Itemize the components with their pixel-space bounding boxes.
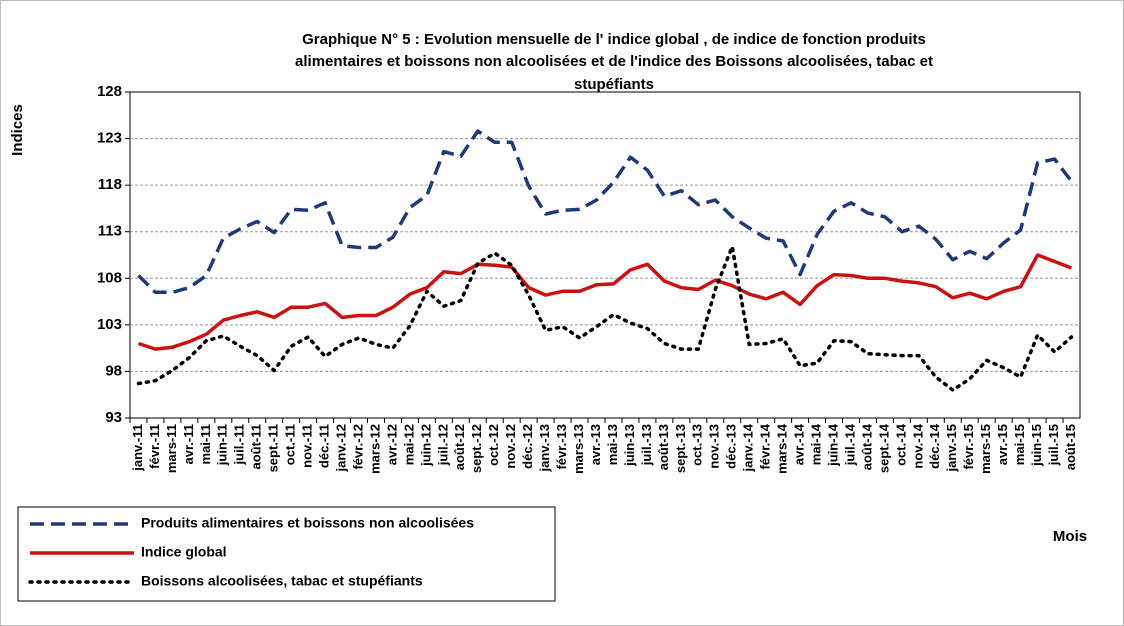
y-tick-label: 98 <box>105 362 122 379</box>
x-tick-label: déc.-12 <box>520 424 535 469</box>
x-tick-label: juin-13 <box>622 424 637 467</box>
x-tick-label: nov.-12 <box>503 424 518 469</box>
x-tick-label: mai-11 <box>198 424 213 464</box>
x-tick-label: juin-12 <box>418 424 433 467</box>
x-tick-label: sept.-13 <box>673 424 688 473</box>
x-tick-label: mai-12 <box>401 424 416 465</box>
x-tick-label: oct.-13 <box>690 424 705 466</box>
legend-label: Boissons alcoolisées, tabac et stupéfian… <box>141 573 423 589</box>
x-tick-label: sept.-11 <box>266 424 281 472</box>
x-tick-label: nov.-13 <box>707 424 722 469</box>
y-tick-label: 93 <box>105 409 122 426</box>
x-tick-label: août-12 <box>452 424 467 470</box>
y-axis-label: Indices <box>9 104 26 156</box>
legend-label: Produits alimentaires et boissons non al… <box>141 515 474 531</box>
chart-title: Graphique N° 5 : Evolution mensuelle de … <box>302 31 926 48</box>
y-tick-label: 113 <box>98 223 122 240</box>
x-tick-label: avr.-14 <box>792 423 807 465</box>
x-tick-label: juin-11 <box>215 424 230 466</box>
x-tick-label: janv.-12 <box>333 424 348 472</box>
x-tick-label: août-15 <box>1063 424 1078 470</box>
x-tick-label: oct.-11 <box>283 424 298 465</box>
x-tick-label: juin-14 <box>825 423 840 467</box>
x-tick-label: févr.-15 <box>961 424 976 470</box>
x-tick-label: mars-12 <box>367 424 382 474</box>
x-tick-label: mars-13 <box>571 424 586 474</box>
x-tick-label: févr.-11 <box>147 424 162 469</box>
x-tick-label: sept.-14 <box>876 423 891 473</box>
x-tick-label: août-11 <box>249 424 264 470</box>
x-tick-label: juil.-12 <box>435 424 450 466</box>
x-tick-label: juil.-15 <box>1046 424 1061 466</box>
x-tick-label: avr.-12 <box>384 424 399 465</box>
x-tick-label: nov.-14 <box>910 423 925 468</box>
series-line <box>137 129 1073 295</box>
x-tick-label: août-14 <box>859 423 874 470</box>
x-tick-label: mars-11 <box>164 424 179 473</box>
x-tick-label: mai-13 <box>605 424 620 465</box>
x-tick-label: mars-14 <box>775 423 790 474</box>
x-tick-label: juil.-13 <box>639 424 654 466</box>
x-tick-label: déc.-11 <box>317 424 332 468</box>
x-tick-label: févr.-13 <box>554 424 569 470</box>
x-tick-label: janv.-15 <box>944 424 959 472</box>
series-line <box>136 244 1074 392</box>
x-tick-label: févr.-14 <box>758 423 773 469</box>
x-tick-label: juil.-14 <box>842 423 857 466</box>
x-tick-label: oct.-12 <box>486 424 501 466</box>
x-tick-label: déc.-13 <box>724 424 739 469</box>
chart-title: stupéfiants <box>574 76 654 93</box>
x-tick-label: août-13 <box>656 424 671 470</box>
x-tick-label: déc.-14 <box>927 423 942 469</box>
y-tick-label: 103 <box>97 316 122 333</box>
x-tick-label: mars-15 <box>978 424 993 474</box>
y-tick-label: 118 <box>98 176 122 193</box>
x-tick-label: mai-14 <box>808 423 823 465</box>
x-tick-label: avr.-13 <box>588 424 603 465</box>
x-tick-label: avr.-11 <box>181 424 196 465</box>
legend-label: Indice global <box>141 544 227 560</box>
y-tick-label: 123 <box>97 130 122 147</box>
x-tick-label: juin-15 <box>1029 424 1044 467</box>
x-tick-label: juil.-11 <box>232 424 247 465</box>
series-line <box>137 253 1073 351</box>
x-tick-label: janv.-14 <box>741 423 756 472</box>
y-tick-label: 108 <box>97 269 122 286</box>
x-tick-label: janv.-13 <box>537 424 552 472</box>
y-tick-label: 128 <box>97 83 122 100</box>
x-tick-label: janv.-11 <box>130 424 145 472</box>
x-tick-label: avr.-15 <box>995 424 1010 465</box>
x-tick-label: mai-15 <box>1012 424 1027 465</box>
x-axis-label: Mois <box>1053 528 1087 545</box>
x-tick-label: nov.-11 <box>300 424 315 468</box>
x-tick-label: sept.-12 <box>469 424 484 473</box>
plot-area <box>129 91 1081 419</box>
chart-title: alimentaires et boissons non alcoolisées… <box>295 53 933 70</box>
x-tick-label: oct.-14 <box>893 423 908 466</box>
x-tick-label: févr.-12 <box>350 424 365 470</box>
